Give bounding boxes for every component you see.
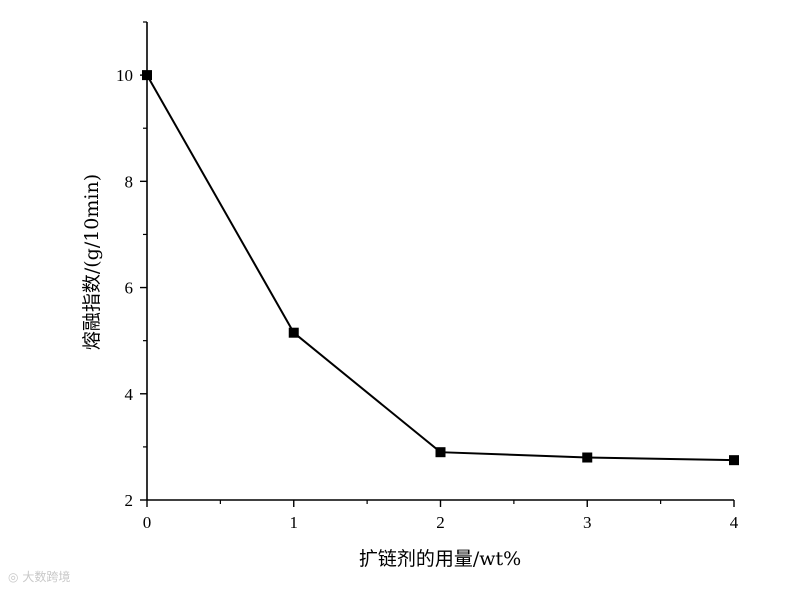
data-point-marker xyxy=(142,70,152,81)
y-axis: 2 4 6 8 10 xyxy=(116,21,148,510)
x-tick-label: 2 xyxy=(436,513,445,532)
x-axis: 0 1 2 3 4 xyxy=(143,499,739,532)
y-tick-label: 8 xyxy=(125,172,134,191)
y-axis-title: 熔融指数/(g/10min) xyxy=(81,174,103,350)
watermark-logo: ◎ 大数跨境 xyxy=(8,568,70,585)
watermark-text: 大数跨境 xyxy=(22,570,71,584)
data-point-marker xyxy=(582,452,593,463)
y-tick-label: 6 xyxy=(125,279,134,298)
data-point-marker xyxy=(288,327,299,338)
series-line xyxy=(146,74,735,462)
y-tick-label: 4 xyxy=(125,385,134,404)
x-tick-label: 0 xyxy=(143,513,152,532)
y-tick-label: 10 xyxy=(116,66,133,85)
watermark-icon: ◎ xyxy=(8,570,19,584)
data-point-marker xyxy=(729,455,739,466)
y-tick-label: 2 xyxy=(125,491,134,510)
data-point-marker xyxy=(435,447,446,458)
x-tick-label: 3 xyxy=(583,513,592,532)
x-tick-label: 4 xyxy=(730,513,739,532)
x-tick-label: 1 xyxy=(290,513,299,532)
series-line-group xyxy=(142,70,739,466)
x-axis-title: 扩链剂的用量/wt% xyxy=(359,548,521,570)
